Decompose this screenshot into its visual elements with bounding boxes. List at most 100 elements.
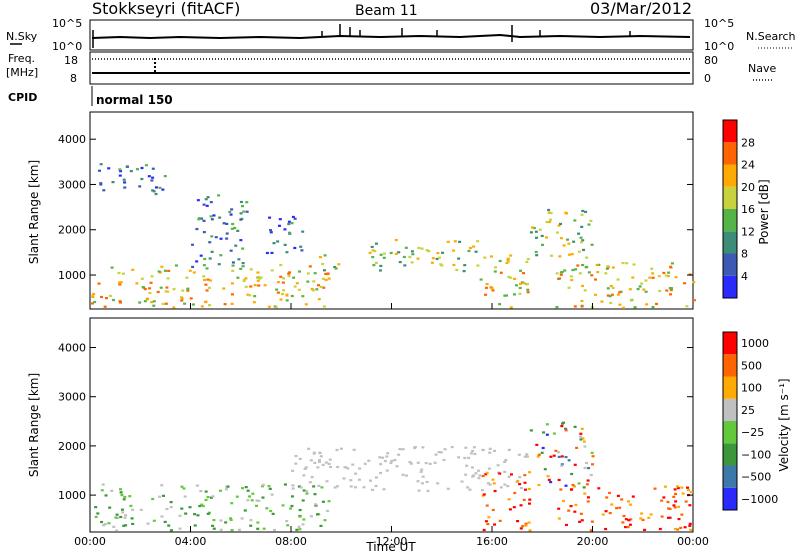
echo-cell xyxy=(416,480,420,483)
echo-cell xyxy=(121,272,125,275)
echo-cell xyxy=(91,302,95,305)
echo-cell xyxy=(493,489,497,493)
echo-cell xyxy=(225,222,229,225)
echo-cell xyxy=(427,250,431,253)
echo-cell xyxy=(299,486,303,489)
echo-cell xyxy=(267,305,271,308)
echo-cell xyxy=(184,512,188,515)
echo-cell xyxy=(430,261,434,264)
echo-cell xyxy=(622,514,626,518)
echo-cell xyxy=(618,291,622,294)
echo-cell xyxy=(353,486,357,489)
echo-cell xyxy=(608,491,612,495)
echo-cell xyxy=(196,514,200,517)
echo-cell xyxy=(313,493,317,496)
echo-cell xyxy=(131,508,135,511)
echo-cell xyxy=(214,236,218,239)
echo-cell xyxy=(685,305,689,308)
echo-cell xyxy=(446,487,450,490)
echo-cell xyxy=(452,263,456,267)
echo-cell xyxy=(357,478,361,481)
echo-cell xyxy=(485,282,489,286)
colorbar-swatch xyxy=(723,164,737,187)
echo-cell xyxy=(242,279,246,283)
echo-cell xyxy=(100,295,104,299)
echo-cell xyxy=(245,210,249,213)
echo-cell xyxy=(581,263,585,267)
echo-cell xyxy=(335,448,339,452)
echo-cell xyxy=(208,304,212,307)
echo-cell xyxy=(526,291,530,294)
echo-cell xyxy=(374,261,378,265)
echo-cell xyxy=(231,264,235,267)
echo-cell xyxy=(570,278,574,282)
velocity-panel: 1000 2000 3000 4000 Slant Range [km] 1000 50… xyxy=(27,317,791,533)
echo-cell xyxy=(647,516,651,519)
echo-cell xyxy=(420,468,424,471)
echo-cell xyxy=(615,507,619,510)
echo-cell xyxy=(212,519,216,522)
colorbar-tick-label: −1000 xyxy=(741,493,778,506)
echo-cell xyxy=(442,458,446,462)
freq-label-line2: [MHz] xyxy=(6,66,38,79)
echo-cell xyxy=(463,456,467,460)
echo-cell xyxy=(290,294,294,298)
echo-cell xyxy=(293,246,297,250)
echo-cell xyxy=(373,250,377,253)
echo-cell xyxy=(135,282,139,285)
echo-cell xyxy=(584,210,588,213)
echo-cell xyxy=(209,279,213,282)
echo-cell xyxy=(300,249,304,252)
echo-cell xyxy=(241,262,245,265)
echo-cell xyxy=(236,229,240,232)
echo-cell xyxy=(172,288,176,291)
echo-cell xyxy=(223,303,227,306)
echo-cell xyxy=(291,215,295,219)
echo-cell xyxy=(583,492,587,495)
echo-cell xyxy=(98,169,102,172)
echo-cell xyxy=(246,489,250,492)
echo-cell xyxy=(119,515,123,519)
echo-cell xyxy=(573,510,577,513)
y-tick-label: 1000 xyxy=(58,489,86,502)
echo-cell xyxy=(119,170,123,173)
echo-cell xyxy=(481,474,485,478)
echo-cell xyxy=(269,231,273,234)
echo-cell xyxy=(195,260,199,263)
echo-cell xyxy=(504,458,508,462)
echo-cell xyxy=(505,261,509,265)
freq-label-line1: Freq. xyxy=(8,52,35,65)
echo-cell xyxy=(256,527,260,530)
echo-cell xyxy=(241,265,245,268)
echo-cell xyxy=(545,236,549,239)
echo-cell xyxy=(519,527,523,530)
echo-cell xyxy=(518,286,522,290)
echo-cell xyxy=(474,250,478,253)
echo-cell xyxy=(147,175,151,178)
echo-cell xyxy=(198,217,202,220)
echo-cell xyxy=(210,250,214,253)
echo-cell xyxy=(218,489,222,492)
echo-cell xyxy=(397,251,401,254)
echo-cell xyxy=(498,519,502,522)
power-colorbar: 4 8 12 16 20 24 28 xyxy=(722,119,755,299)
echo-cell xyxy=(519,269,523,272)
echo-cell xyxy=(548,218,552,221)
echo-cell xyxy=(566,238,570,241)
echo-cell xyxy=(651,305,655,309)
colorbar-swatch xyxy=(723,231,737,254)
echo-cell xyxy=(680,513,684,516)
echo-cell xyxy=(573,463,577,466)
echo-cell xyxy=(529,429,533,432)
echo-cell xyxy=(420,247,424,250)
echo-cell xyxy=(507,498,511,501)
echo-cell xyxy=(611,286,615,290)
x-axis-label: Time UT xyxy=(365,540,416,554)
echo-cell xyxy=(327,500,331,503)
echo-cell xyxy=(526,257,530,261)
echo-cell xyxy=(219,237,223,240)
echo-cell xyxy=(124,514,128,517)
echo-cell xyxy=(326,272,330,275)
echo-cell xyxy=(327,277,331,280)
echo-cell xyxy=(241,487,245,490)
